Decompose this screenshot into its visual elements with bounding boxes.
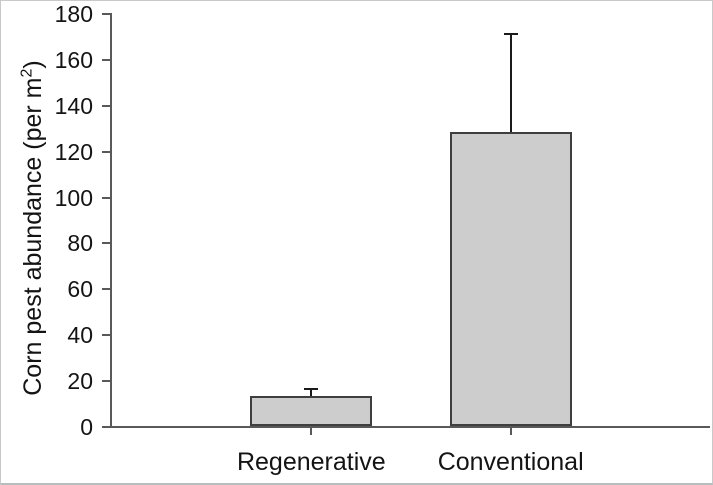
y-tick-mark-140 xyxy=(102,104,110,107)
x-tick-mark-0 xyxy=(310,428,313,435)
y-tick-label-140: 140 xyxy=(54,92,93,119)
y-tick-mark-180 xyxy=(102,13,110,15)
y-tick-mark-0 xyxy=(102,426,110,428)
y-tick-label-160: 160 xyxy=(54,46,93,73)
y-tick-label-0: 0 xyxy=(80,414,93,440)
y-tick-label-20: 20 xyxy=(67,368,93,395)
x-tick-mark-1 xyxy=(509,428,512,435)
y-tick-mark-40 xyxy=(102,334,110,337)
bar-regenerative xyxy=(250,396,373,426)
bar-conventional xyxy=(449,132,572,426)
y-tick-label-60: 60 xyxy=(67,276,93,303)
error-bar-line-0 xyxy=(310,389,313,397)
error-bar-cap-0 xyxy=(304,388,319,391)
y-tick-mark-160 xyxy=(102,58,110,61)
y-tick-mark-120 xyxy=(102,150,110,153)
x-category-label-regenerative: Regenerative xyxy=(236,448,386,476)
y-tick-label-120: 120 xyxy=(54,138,93,165)
y-axis-line xyxy=(110,13,112,428)
y-tick-label-180: 180 xyxy=(54,1,93,27)
y-tick-mark-60 xyxy=(102,288,110,291)
error-bar-line-1 xyxy=(509,33,512,133)
x-axis-line xyxy=(102,426,710,428)
y-tick-mark-20 xyxy=(102,380,110,383)
y-tick-mark-100 xyxy=(102,196,110,199)
y-tick-label-100: 100 xyxy=(54,184,93,211)
error-bar-cap-1 xyxy=(503,32,518,35)
y-tick-label-80: 80 xyxy=(67,230,93,257)
y-tick-label-40: 40 xyxy=(67,322,93,349)
x-category-label-conventional: Conventional xyxy=(437,448,584,476)
y-tick-mark-80 xyxy=(102,242,110,245)
